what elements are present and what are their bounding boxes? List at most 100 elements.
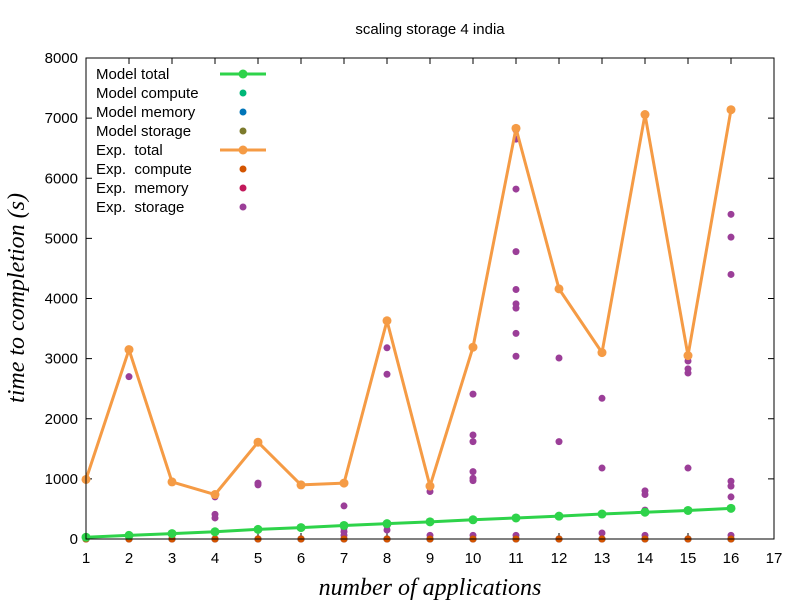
data-point-exp-storage [383, 370, 391, 378]
x-tick-label: 1 [82, 550, 90, 567]
data-point-model-total [511, 513, 521, 523]
legend-item-exp-compute: Exp. compute [96, 161, 247, 178]
y-axis-label: time to completion (s) [4, 193, 30, 403]
data-point-exp-storage [469, 390, 477, 398]
x-tick-label: 16 [723, 550, 740, 567]
legend-swatch-point [239, 108, 247, 116]
legend-label: Exp. storage [96, 199, 184, 216]
data-point-exp-storage [727, 493, 735, 501]
data-point-exp-total [425, 481, 435, 491]
legend-swatch-point [239, 89, 247, 97]
x-tick-label: 5 [254, 550, 262, 567]
legend-item-exp-storage: Exp. storage [96, 199, 247, 216]
data-point-exp-storage [555, 354, 563, 362]
x-tick-label: 17 [766, 550, 783, 567]
data-point-exp-storage [727, 270, 735, 278]
data-point-exp-total [554, 284, 564, 294]
legend-swatch-point [239, 165, 247, 173]
y-tick-label: 0 [70, 531, 78, 548]
data-point-exp-total [468, 342, 478, 352]
data-point-exp-storage [512, 329, 520, 337]
data-point-exp-storage [727, 477, 735, 485]
data-point-model-total [382, 519, 392, 529]
data-point-exp-storage [469, 438, 477, 446]
data-point-exp-total [382, 316, 392, 326]
data-point-exp-storage [727, 482, 735, 490]
y-tick-label: 4000 [45, 291, 78, 308]
data-point-exp-storage [598, 394, 606, 402]
legend-item-exp-memory: Exp. memory [96, 180, 247, 197]
x-tick-label: 6 [297, 550, 305, 567]
x-tick-label: 2 [125, 550, 133, 567]
data-point-model-total [124, 530, 134, 540]
series-line-exp-total [84, 109, 733, 497]
data-point-exp-storage [383, 344, 391, 352]
data-point-model-total [425, 517, 435, 527]
data-point-exp-storage [469, 477, 477, 485]
legend-swatch-point [238, 145, 248, 155]
data-point-exp-storage [340, 502, 348, 510]
data-point-exp-storage [598, 529, 606, 537]
legend-item-model-storage: Model storage [96, 123, 247, 140]
data-point-exp-storage [641, 491, 649, 499]
data-point-model-total [597, 509, 607, 519]
data-point-exp-total [210, 490, 220, 500]
x-tick-label: 10 [465, 550, 482, 567]
x-tick-label: 8 [383, 550, 391, 567]
y-tick-label: 3000 [45, 351, 78, 368]
data-point-exp-total [253, 437, 263, 447]
data-point-exp-storage [512, 248, 520, 256]
data-point-exp-total [640, 110, 650, 120]
legend-label: Model storage [96, 123, 191, 140]
legend-label: Exp. compute [96, 161, 192, 178]
data-point-model-total [683, 505, 693, 515]
legend-item-model-memory: Model memory [96, 104, 247, 121]
legend-label: Model compute [96, 85, 199, 102]
data-point-exp-total [124, 345, 134, 355]
y-tick-label: 1000 [45, 471, 78, 488]
data-point-exp-storage [512, 285, 520, 293]
series-line-model-total [85, 506, 732, 539]
data-point-model-total [253, 524, 263, 534]
x-tick-label: 4 [211, 550, 219, 567]
legend-label: Exp. memory [96, 180, 189, 197]
x-tick-label: 9 [426, 550, 434, 567]
data-point-model-total [468, 515, 478, 525]
legend: Model total Model compute Model memory Mode… [96, 66, 266, 216]
x-tick-label: 13 [594, 550, 611, 567]
y-tick-label: 5000 [45, 230, 78, 247]
data-point-exp-storage [383, 526, 391, 534]
x-tick-label: 15 [680, 550, 697, 567]
legend-label: Model total [96, 66, 169, 83]
legend-item-exp-total: Exp. total [96, 142, 266, 159]
data-point-exp-storage [598, 464, 606, 472]
data-point-exp-storage [512, 185, 520, 193]
x-tick-label: 7 [340, 550, 348, 567]
y-tick-label: 2000 [45, 411, 78, 428]
data-point-exp-storage [684, 369, 692, 377]
data-point-exp-total [683, 351, 693, 361]
x-tick-label: 3 [168, 550, 176, 567]
data-point-model-total [726, 503, 736, 513]
data-point-exp-storage [125, 373, 133, 381]
series-model-total [81, 503, 736, 542]
data-point-model-total [296, 523, 306, 533]
data-point-model-total [339, 520, 349, 530]
data-point-exp-total [167, 477, 177, 487]
data-point-exp-total [597, 348, 607, 358]
data-point-exp-total [339, 478, 349, 488]
data-point-exp-storage [512, 352, 520, 360]
data-point-exp-storage [727, 210, 735, 218]
data-point-exp-storage [727, 233, 735, 241]
x-tick-label: 12 [551, 550, 568, 567]
legend-swatch-point [238, 69, 248, 79]
legend-swatch-point [239, 127, 247, 135]
data-point-model-total [640, 507, 650, 517]
data-point-exp-storage [469, 468, 477, 476]
y-tick-label: 8000 [45, 50, 78, 67]
legend-label: Model memory [96, 104, 196, 121]
data-point-exp-total [511, 123, 521, 133]
chart-title: scaling storage 4 india [355, 21, 505, 38]
